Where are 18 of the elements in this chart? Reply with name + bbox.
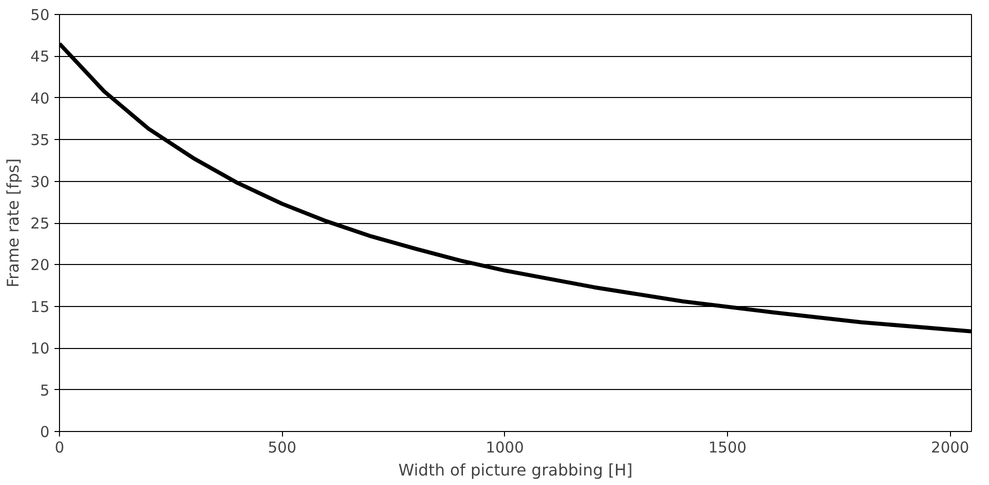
x-tick-label: 0: [54, 438, 64, 456]
y-axis-title: Frame rate [fps]: [3, 158, 22, 288]
y-tick-label: 10: [30, 340, 50, 358]
y-tick-label: 45: [30, 48, 50, 66]
y-tick-label: 35: [30, 131, 50, 150]
y-tick-label: 40: [30, 89, 50, 108]
y-tick-label: 20: [30, 256, 50, 274]
x-tick-label: 1000: [486, 438, 524, 456]
x-tick-label: 2000: [931, 438, 970, 456]
x-tick-label: 500: [268, 438, 296, 456]
x-tick-label: 1500: [708, 438, 747, 456]
y-tick-label: 5: [40, 381, 50, 400]
y-tick-label: 15: [30, 298, 50, 316]
x-axis-title: Width of picture grabbing [H]: [398, 460, 633, 480]
y-tick-label: 30: [30, 172, 50, 191]
y-tick-label: 25: [30, 214, 50, 232]
y-tick-label: 0: [40, 423, 50, 441]
y-tick-label: 50: [30, 6, 50, 24]
